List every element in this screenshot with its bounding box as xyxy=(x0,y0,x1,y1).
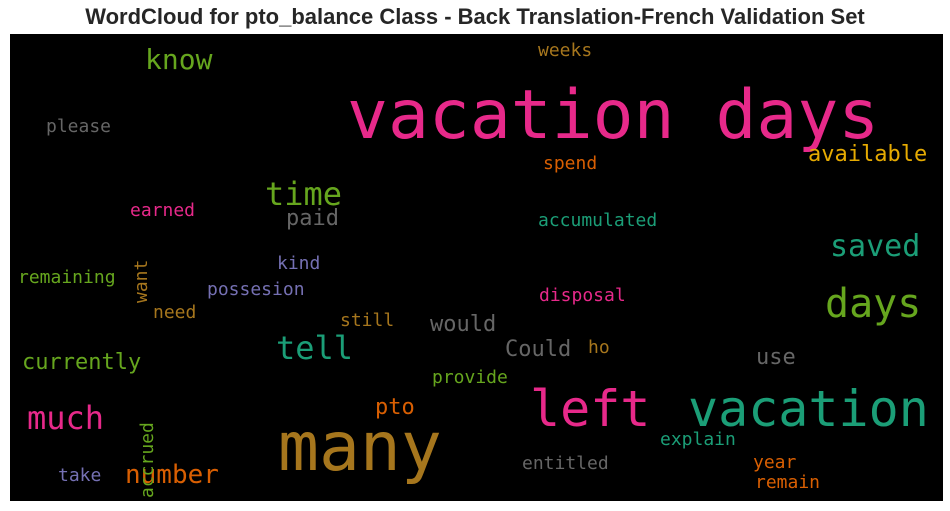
word-please: please xyxy=(46,116,112,137)
word-possesion: possesion xyxy=(207,279,305,300)
word-would: would xyxy=(430,312,497,337)
word-remaining: remaining xyxy=(18,267,116,288)
word-accrued: accrued xyxy=(137,422,158,498)
word-still: still xyxy=(340,310,395,331)
word-saved: saved xyxy=(830,229,921,264)
word-many: many xyxy=(278,408,442,487)
word-tell: tell xyxy=(276,329,354,367)
word-take: take xyxy=(58,465,102,486)
word-accumulated: accumulated xyxy=(538,210,658,231)
word-entitled: entitled xyxy=(522,453,609,474)
wordcloud-canvas: vacation days many left vacation days saved ti… xyxy=(10,34,943,501)
word-time: time xyxy=(265,175,343,213)
word-days: days xyxy=(825,281,922,327)
word-provide: provide xyxy=(432,367,508,388)
word-want: want xyxy=(131,259,152,303)
chart-title: WordCloud for pto_balance Class - Back T… xyxy=(85,4,865,29)
word-explain: explain xyxy=(660,429,736,450)
word-use: use xyxy=(756,345,796,370)
word-spend: spend xyxy=(543,153,598,174)
word-kind: kind xyxy=(277,253,321,274)
word-number: number xyxy=(125,460,219,490)
word-much: much xyxy=(27,399,105,437)
word-pto: pto xyxy=(375,395,415,420)
word-ho: ho xyxy=(588,337,610,358)
word-left: left xyxy=(530,380,651,438)
word-could: Could xyxy=(505,337,572,362)
word-earned: earned xyxy=(130,200,196,221)
word-vacation-days: vacation days xyxy=(347,76,880,155)
word-disposal: disposal xyxy=(539,285,626,306)
word-available: available xyxy=(808,142,928,167)
word-need: need xyxy=(153,302,197,323)
word-know: know xyxy=(145,43,213,76)
word-weeks: weeks xyxy=(538,40,593,61)
word-paid: paid xyxy=(286,206,339,231)
word-year: year xyxy=(753,452,797,473)
word-vacation: vacation xyxy=(688,380,929,438)
word-currently: currently xyxy=(22,350,142,375)
word-remain: remain xyxy=(755,472,821,493)
